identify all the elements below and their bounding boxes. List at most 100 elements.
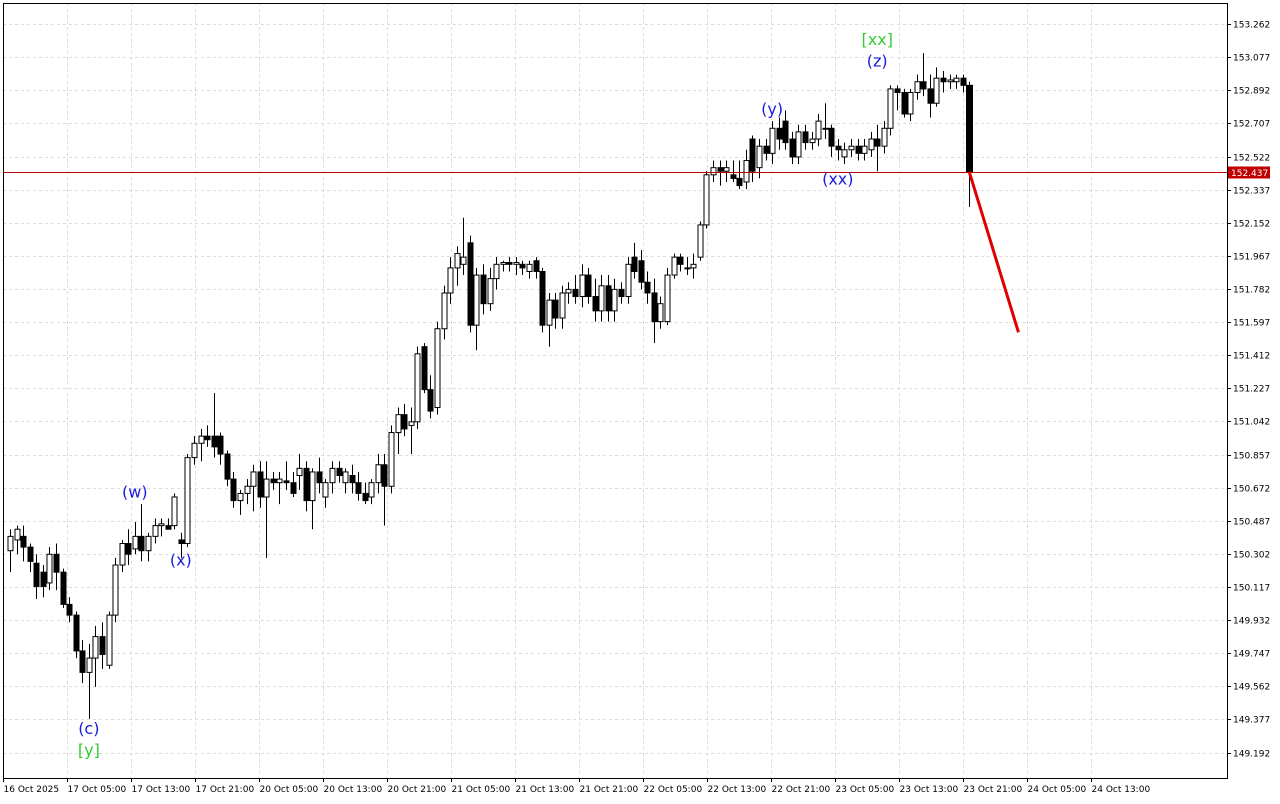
candle <box>736 160 743 190</box>
candle-body-bull <box>579 274 586 298</box>
plot-frame <box>3 3 1228 779</box>
candle <box>513 257 520 276</box>
candle <box>947 74 954 89</box>
candle-body-bull <box>250 471 257 487</box>
y-tick-label: 150.302 <box>1233 551 1270 561</box>
candle <box>27 543 34 573</box>
candle <box>368 479 375 505</box>
candle <box>427 375 434 419</box>
candle-body-bear <box>204 435 211 441</box>
x-tick-label: 17 Oct 05:00 <box>68 785 127 795</box>
candle <box>776 117 783 150</box>
candle <box>145 532 152 562</box>
candle <box>349 464 356 494</box>
candle <box>290 471 297 497</box>
candle <box>565 282 572 304</box>
candle <box>894 85 901 111</box>
candle <box>244 479 251 505</box>
candle-body-bear <box>644 281 651 294</box>
candle-body-bull <box>907 91 914 115</box>
x-tick-label: 23 Oct 13:00 <box>900 785 959 795</box>
candle-body-bull <box>244 485 251 494</box>
forecast-line <box>967 171 1020 333</box>
candle-body-bull <box>296 467 303 477</box>
candle <box>454 246 461 286</box>
candle-body-bull <box>434 328 441 409</box>
candle <box>835 139 842 161</box>
candle <box>237 489 244 515</box>
candle <box>92 625 99 687</box>
wave-label: (z) <box>867 51 888 70</box>
candle <box>316 457 323 494</box>
candle <box>395 407 402 455</box>
candle <box>434 321 441 415</box>
wave-label: (y) <box>761 100 783 119</box>
y-tick-label: 151.042 <box>1233 418 1270 428</box>
candle-body-bull <box>447 267 454 294</box>
candle <box>7 529 14 573</box>
candle <box>868 131 875 157</box>
candle-body-bear <box>776 127 783 140</box>
candle <box>756 139 763 179</box>
candle <box>230 471 237 508</box>
candle-body-bear <box>178 539 185 545</box>
candle-body-bear <box>585 274 592 298</box>
candle <box>657 296 664 329</box>
candle <box>112 557 119 623</box>
candle-body-bear <box>717 167 724 172</box>
candle <box>473 267 480 351</box>
candle-body-bull <box>769 127 776 154</box>
candle-body-bear <box>20 535 27 548</box>
candle-body-bear <box>677 256 684 265</box>
candle-body-bear <box>381 464 388 487</box>
candle-body-bull <box>861 145 868 154</box>
candle-body-bear <box>592 296 599 312</box>
candle <box>671 253 678 279</box>
candle <box>414 346 421 429</box>
candle-body-bear <box>730 174 737 179</box>
candle <box>20 525 27 562</box>
x-tick-label: 24 Oct 05:00 <box>1028 785 1087 795</box>
candle-body-bear <box>427 389 434 412</box>
candle <box>191 436 198 465</box>
candle-body-bull <box>263 478 270 498</box>
candle-body-bear <box>782 120 789 144</box>
candle-body-bull <box>703 174 710 226</box>
candle <box>592 278 599 322</box>
candle-body-bull <box>132 535 139 550</box>
candle-body-bear <box>552 299 559 319</box>
candle <box>493 257 500 290</box>
candle-body-bear <box>217 435 224 455</box>
candle <box>480 264 487 315</box>
candle <box>125 529 132 566</box>
candle-body-bear <box>874 138 881 147</box>
candle <box>618 282 625 304</box>
candle-body-bear <box>349 475 356 484</box>
candle <box>559 285 566 329</box>
candle <box>66 597 73 623</box>
grid-lines <box>3 3 1231 782</box>
candle-body-bear <box>211 435 218 448</box>
x-tick-label: 16 Oct 2025 <box>4 785 60 795</box>
candle <box>598 275 605 322</box>
candle-body-bull <box>664 274 671 323</box>
candle <box>355 471 362 501</box>
candle-body-bull <box>914 81 921 93</box>
y-tick-label: 152.152 <box>1233 220 1270 230</box>
candle <box>106 611 113 669</box>
candle-body-bear <box>519 263 526 269</box>
y-tick-label: 152.707 <box>1233 120 1270 130</box>
candle-body-bull <box>841 149 848 158</box>
candle-body-bull <box>795 131 802 158</box>
candle <box>920 53 927 97</box>
candle <box>14 525 21 555</box>
candle <box>953 74 960 89</box>
candle-body-bull <box>395 414 402 434</box>
candle <box>381 454 388 526</box>
candle <box>460 217 467 276</box>
candle <box>881 121 888 154</box>
candle <box>611 278 618 322</box>
candle-body-bull <box>493 263 500 280</box>
